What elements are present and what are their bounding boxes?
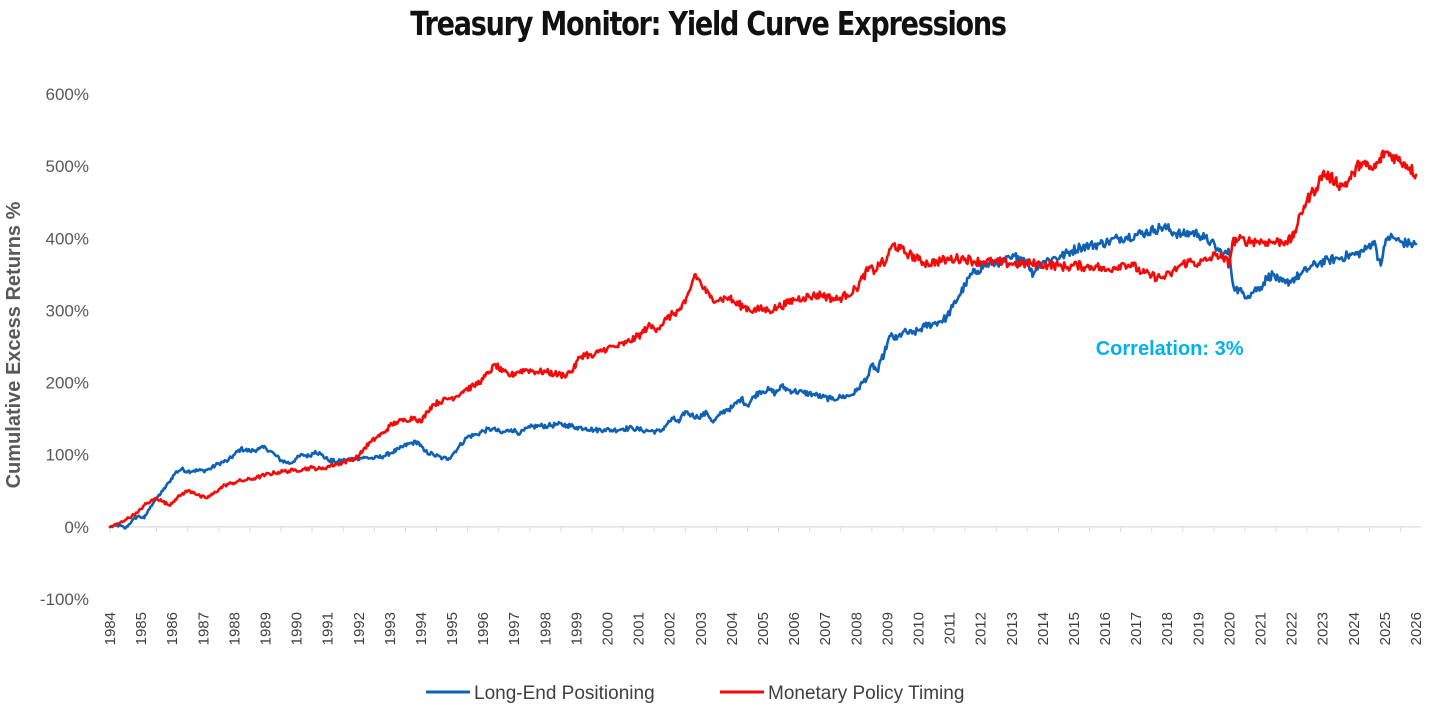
x-tick-label: 1999 (568, 612, 585, 645)
x-tick-label: 2020 (1221, 612, 1238, 645)
series-line-long-end-positioning (108, 222, 1418, 530)
y-axis-ticks: -100% 0% 100% 200% 300% 400% 500% 600% (40, 85, 89, 609)
x-tick-label: 2023 (1315, 612, 1332, 645)
x-tick-label: 2012 (973, 612, 990, 645)
y-tick-label: -100% (40, 590, 89, 609)
x-tick-label: 2021 (1253, 612, 1270, 645)
x-tick-label: 2004 (724, 612, 741, 645)
x-tick-label: 2007 (817, 612, 834, 645)
x-tick-label: 1995 (444, 612, 461, 645)
x-tick-label: 2015 (1066, 612, 1083, 645)
legend-label: Long-End Positioning (474, 683, 655, 704)
x-tick-label: 2026 (1408, 612, 1425, 645)
x-tick-label: 1985 (133, 612, 150, 645)
legend[interactable]: Long-End Positioning Monetary Policy Timi… (426, 683, 964, 704)
x-tick-label: 2008 (848, 612, 865, 645)
x-tick-label: 1992 (351, 612, 368, 645)
x-tick-label: 2003 (693, 612, 710, 645)
x-tick-label: 2024 (1346, 612, 1363, 645)
x-tick-label: 2016 (1097, 612, 1114, 645)
x-tick-label: 2010 (910, 612, 927, 645)
x-tick-label: 1997 (506, 612, 523, 645)
y-axis-label: Cumulative Excess Returns % (3, 201, 25, 488)
x-axis-ticks: 1984 1985 1986 1987 1988 1989 1990 1991 1992 1993… (102, 526, 1425, 645)
x-tick-label: 2011 (942, 612, 959, 644)
x-tick-label: 2022 (1284, 612, 1301, 645)
x-tick-label: 2013 (1004, 612, 1021, 645)
legend-item[interactable]: Monetary Policy Timing (720, 683, 964, 704)
y-tick-label: 300% (46, 301, 89, 320)
y-tick-label: 200% (46, 374, 89, 393)
x-tick-label: 1991 (320, 612, 337, 645)
x-tick-label: 2002 (662, 612, 679, 645)
series-line-monetary-policy-timing (108, 149, 1418, 529)
x-tick-label: 1987 (195, 612, 212, 645)
x-tick-label: 2019 (1190, 612, 1207, 645)
legend-label: Monetary Policy Timing (768, 683, 964, 704)
x-tick-label: 2001 (631, 612, 648, 645)
x-tick-label: 2009 (879, 612, 896, 645)
x-tick-label: 1986 (164, 612, 181, 645)
x-tick-label: 2006 (786, 612, 803, 645)
series-lines (108, 149, 1418, 530)
x-tick-label: 1988 (226, 612, 243, 645)
legend-item[interactable]: Long-End Positioning (426, 683, 655, 704)
x-tick-label: 2014 (1035, 612, 1052, 645)
chart-title: Treasury Monitor: Yield Curve Expression… (410, 4, 1007, 43)
x-tick-label: 2018 (1159, 612, 1176, 645)
x-tick-label: 1996 (475, 612, 492, 645)
x-tick-label: 2017 (1128, 612, 1145, 645)
x-tick-label: 1998 (537, 612, 554, 645)
y-tick-label: 400% (46, 229, 89, 248)
x-tick-label: 1994 (413, 612, 430, 645)
y-tick-label: 100% (46, 446, 89, 465)
correlation-annotation: Correlation: 3% (1096, 338, 1244, 360)
x-tick-label: 2005 (755, 612, 772, 645)
x-tick-label: 1984 (102, 612, 119, 645)
x-tick-label: 2000 (600, 612, 617, 645)
x-tick-label: 2025 (1377, 612, 1394, 645)
y-tick-label: 0% (64, 518, 89, 537)
x-tick-label: 1990 (289, 612, 306, 645)
y-tick-label: 500% (46, 157, 89, 176)
x-tick-label: 1989 (257, 612, 274, 645)
y-tick-label: 600% (46, 85, 89, 104)
x-tick-label: 1993 (382, 612, 399, 645)
